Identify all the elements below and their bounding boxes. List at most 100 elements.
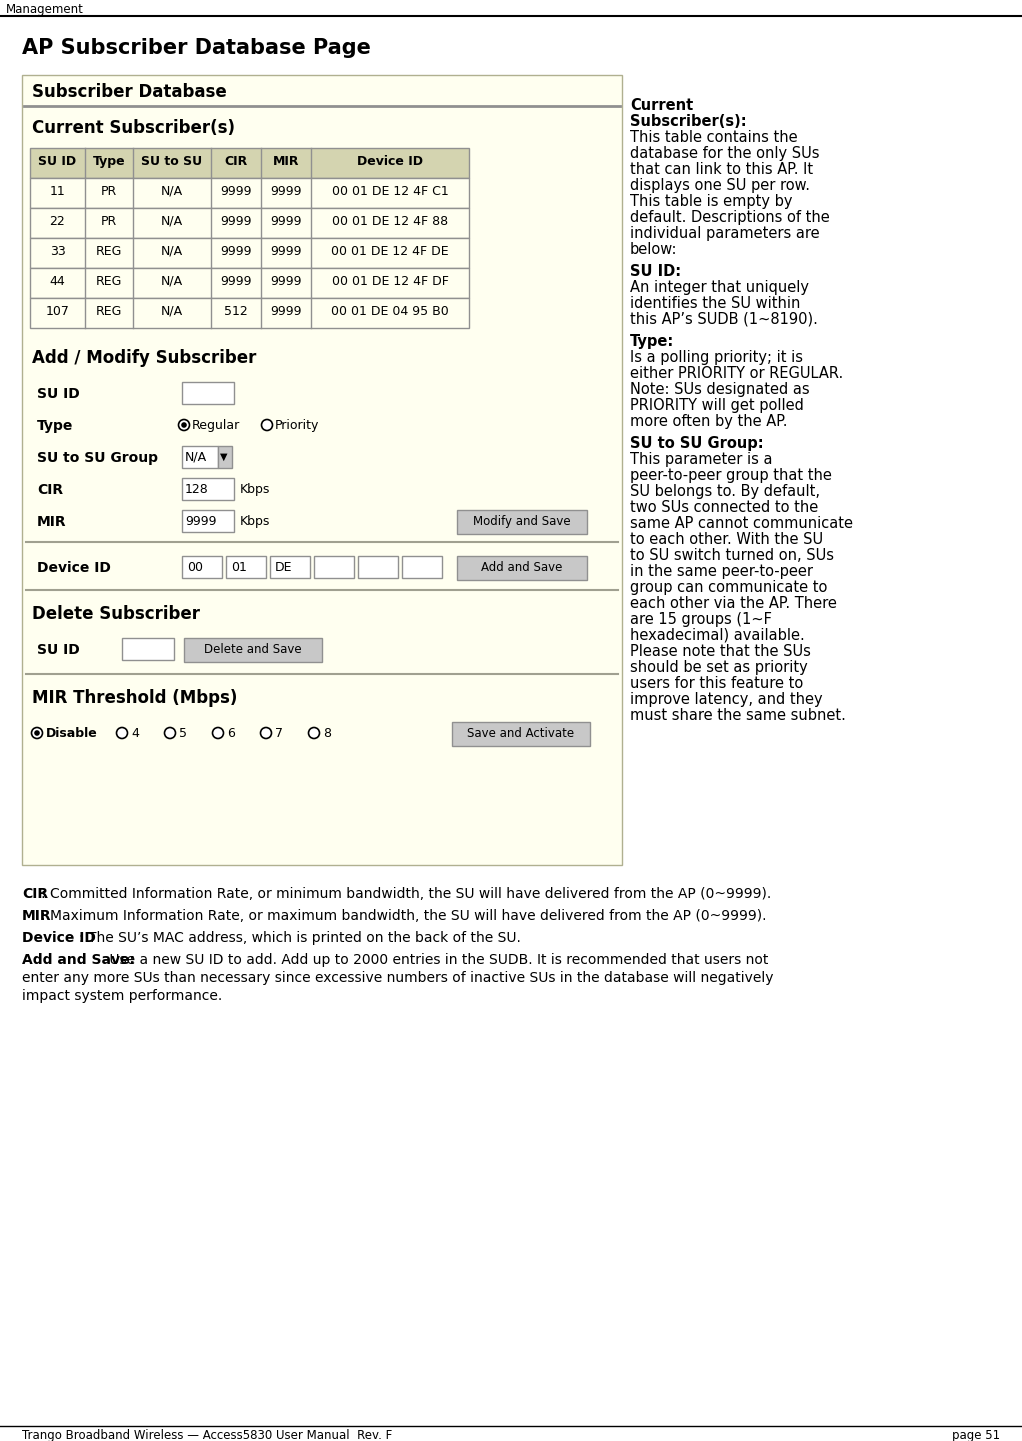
Text: : The SU’s MAC address, which is printed on the back of the SU.: : The SU’s MAC address, which is printed…: [79, 931, 521, 945]
Text: This table is empty by: This table is empty by: [630, 195, 792, 209]
Text: Device ID: Device ID: [37, 561, 110, 575]
Text: are 15 groups (1~F: are 15 groups (1~F: [630, 612, 772, 627]
Text: MIR Threshold (Mbps): MIR Threshold (Mbps): [32, 689, 237, 708]
Text: Kbps: Kbps: [240, 483, 271, 496]
Text: 00 01 DE 12 4F C1: 00 01 DE 12 4F C1: [331, 184, 449, 197]
Text: displays one SU per row.: displays one SU per row.: [630, 179, 810, 193]
Text: 9999: 9999: [185, 514, 217, 527]
Text: 9999: 9999: [270, 184, 301, 197]
Bar: [30, 238, 469, 268]
Circle shape: [262, 419, 273, 431]
Text: MIR: MIR: [37, 514, 66, 529]
Text: 9999: 9999: [270, 245, 301, 258]
Text: N/A: N/A: [160, 305, 183, 318]
Text: Add and Save: Add and Save: [481, 561, 563, 574]
Text: CIR: CIR: [225, 156, 247, 169]
Text: database for the only SUs: database for the only SUs: [630, 146, 820, 161]
Bar: [30, 148, 469, 179]
Bar: [30, 298, 469, 329]
Text: Use a new SU ID to add. Add up to 2000 entries in the SUDB. It is recommended th: Use a new SU ID to add. Add up to 2000 e…: [104, 953, 768, 967]
Text: should be set as priority: should be set as priority: [630, 660, 807, 674]
Text: 33: 33: [50, 245, 65, 258]
Text: MIR: MIR: [22, 909, 52, 924]
Bar: [270, 556, 310, 578]
Text: DE: DE: [275, 561, 292, 574]
Text: two SUs connected to the: two SUs connected to the: [630, 500, 819, 514]
Bar: [402, 556, 442, 578]
Text: 9999: 9999: [270, 215, 301, 228]
Text: 00 01 DE 12 4F 88: 00 01 DE 12 4F 88: [332, 215, 448, 228]
Circle shape: [261, 728, 272, 738]
Text: 9999: 9999: [270, 275, 301, 288]
Bar: [218, 447, 232, 468]
Text: PRIORITY will get polled: PRIORITY will get polled: [630, 398, 804, 414]
Text: N/A: N/A: [160, 184, 183, 197]
Text: Kbps: Kbps: [240, 514, 271, 527]
Text: CIR: CIR: [22, 888, 48, 901]
Text: 11: 11: [50, 184, 65, 197]
Text: SU ID: SU ID: [39, 156, 77, 169]
Text: 107: 107: [46, 305, 69, 318]
Text: REG: REG: [96, 275, 123, 288]
Text: Management: Management: [6, 3, 84, 16]
Text: page 51: page 51: [951, 1429, 1000, 1441]
Text: that can link to this AP. It: that can link to this AP. It: [630, 161, 814, 177]
Text: Type:: Type:: [630, 334, 675, 349]
Text: 9999: 9999: [221, 215, 251, 228]
Text: ▼: ▼: [220, 452, 228, 463]
Bar: [457, 510, 587, 535]
Text: Note: SUs designated as: Note: SUs designated as: [630, 382, 809, 398]
Bar: [314, 556, 354, 578]
Text: MIR: MIR: [273, 156, 299, 169]
Bar: [30, 268, 469, 298]
Text: in the same peer-to-peer: in the same peer-to-peer: [630, 563, 812, 579]
Text: SU ID: SU ID: [37, 643, 80, 657]
Bar: [30, 179, 469, 208]
Circle shape: [32, 728, 43, 738]
Text: SU to SU: SU to SU: [141, 156, 202, 169]
Text: SU ID: SU ID: [37, 388, 80, 401]
Circle shape: [179, 419, 189, 431]
Text: 00 01 DE 12 4F DE: 00 01 DE 12 4F DE: [331, 245, 449, 258]
Text: 9999: 9999: [270, 305, 301, 318]
Text: 9999: 9999: [221, 184, 251, 197]
Text: : Maximum Information Rate, or maximum bandwidth, the SU will have delivered fro: : Maximum Information Rate, or maximum b…: [41, 909, 766, 924]
Text: PR: PR: [101, 184, 118, 197]
Text: Save and Activate: Save and Activate: [467, 728, 574, 741]
Text: Modify and Save: Modify and Save: [473, 514, 571, 527]
Text: must share the same subnet.: must share the same subnet.: [630, 708, 846, 723]
Text: 22: 22: [50, 215, 65, 228]
Text: SU to SU Group: SU to SU Group: [37, 451, 158, 465]
Bar: [182, 556, 222, 578]
Text: hexadecimal) available.: hexadecimal) available.: [630, 628, 804, 643]
Bar: [182, 382, 234, 403]
Bar: [182, 447, 218, 468]
Text: : Committed Information Rate, or minimum bandwidth, the SU will have delivered f: : Committed Information Rate, or minimum…: [41, 888, 772, 901]
Bar: [182, 510, 234, 532]
Bar: [226, 556, 266, 578]
Bar: [452, 722, 590, 746]
Text: REG: REG: [96, 245, 123, 258]
Text: SU to SU Group:: SU to SU Group:: [630, 437, 763, 451]
Text: either PRIORITY or REGULAR.: either PRIORITY or REGULAR.: [630, 366, 843, 380]
Text: this AP’s SUDB (1~8190).: this AP’s SUDB (1~8190).: [630, 313, 818, 327]
Text: 4: 4: [131, 728, 139, 741]
Text: 6: 6: [227, 728, 235, 741]
Circle shape: [309, 728, 320, 738]
Text: N/A: N/A: [160, 215, 183, 228]
Text: Subscriber(s):: Subscriber(s):: [630, 114, 747, 130]
Text: enter any more SUs than necessary since excessive numbers of inactive SUs in the: enter any more SUs than necessary since …: [22, 971, 774, 986]
Text: N/A: N/A: [185, 451, 207, 464]
Circle shape: [181, 422, 187, 428]
Text: N/A: N/A: [160, 275, 183, 288]
Circle shape: [213, 728, 224, 738]
Text: 9999: 9999: [221, 275, 251, 288]
Text: AP Subscriber Database Page: AP Subscriber Database Page: [22, 37, 371, 58]
Text: This parameter is a: This parameter is a: [630, 452, 773, 467]
Text: users for this feature to: users for this feature to: [630, 676, 803, 692]
Text: Priority: Priority: [275, 419, 319, 432]
Text: Is a polling priority; it is: Is a polling priority; it is: [630, 350, 803, 365]
Text: 512: 512: [224, 305, 248, 318]
Text: Subscriber Database: Subscriber Database: [32, 84, 227, 101]
Text: Add and Save:: Add and Save:: [22, 953, 135, 967]
